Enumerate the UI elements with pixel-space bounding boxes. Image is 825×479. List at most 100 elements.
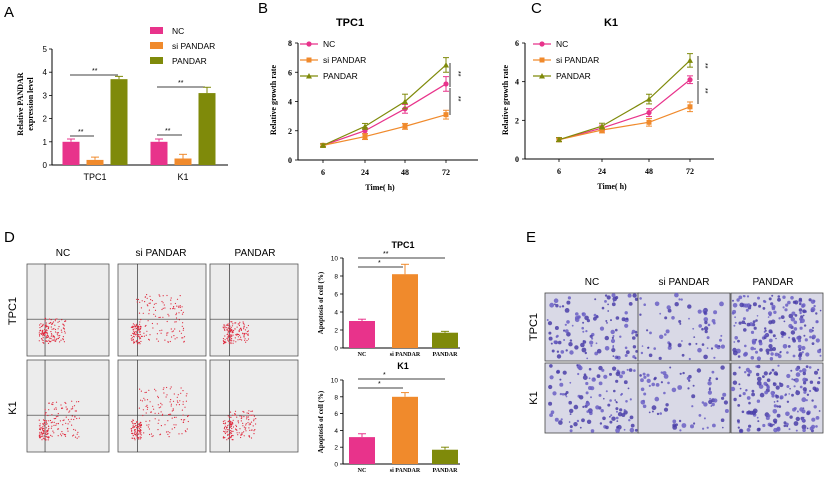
transwell-cell [660, 371, 663, 374]
flow-event-dot [176, 396, 178, 398]
flow-event-dot [48, 318, 51, 320]
transwell-cell [612, 335, 615, 337]
chart-b-ylabel: Relative growth rate [269, 65, 278, 136]
flow-event-dot [229, 335, 231, 337]
flow-event-dot [230, 416, 232, 418]
flow-event-dot [136, 334, 138, 336]
chart-b-point [443, 61, 449, 68]
transwell-cell [563, 329, 566, 332]
transwell-cell [598, 365, 603, 371]
flow-event-dot [158, 294, 160, 296]
chart-c-point [646, 96, 652, 102]
transwell-cell [801, 424, 807, 430]
panel-letter-e: E [526, 229, 536, 246]
flow-event-dot [186, 393, 188, 395]
flow-event-dot [232, 334, 234, 336]
flow-event-dot [134, 439, 136, 441]
flow-event-dot [235, 334, 237, 336]
transwell-cell [659, 334, 664, 339]
chart-d2-xtick-label: si PANDAR [390, 468, 421, 474]
chart-b-ytick-label: 6 [288, 68, 292, 77]
flow-event-dot [45, 324, 48, 326]
transwell-cell [710, 347, 714, 350]
flow-event-dot [64, 401, 66, 404]
flow-event-dot [38, 419, 40, 421]
flow-event-dot [156, 323, 158, 325]
transwell-cell [646, 378, 651, 383]
transwell-cell [615, 401, 617, 403]
chart-c-point [646, 110, 652, 116]
flow-event-dot [166, 394, 168, 396]
transwell-cell [811, 334, 817, 339]
flow-event-dot [139, 323, 141, 325]
transwell-cell [617, 412, 623, 417]
flow-event-dot [170, 328, 172, 330]
transwell-cell [775, 337, 777, 340]
flow-event-dot [242, 333, 244, 335]
transwell-cell [764, 300, 767, 303]
flow-event-dot [55, 423, 58, 425]
flow-event-dot [73, 418, 75, 421]
flow-event-dot [50, 340, 52, 343]
flow-event-dot [142, 414, 144, 417]
flow-event-dot [231, 421, 233, 423]
transwell-cell [781, 335, 784, 338]
flow-event-dot [150, 411, 152, 413]
flow-event-dot [243, 325, 245, 327]
flow-event-dot [227, 324, 229, 326]
flow-event-dot [240, 329, 242, 331]
transwell-cell [801, 304, 805, 308]
flow-event-dot [181, 313, 184, 315]
transwell-cell [567, 296, 572, 300]
transwell-cell [703, 402, 708, 407]
flow-event-dot [142, 409, 144, 411]
chart-a-sig-3: ** [178, 80, 184, 87]
flow-event-dot [164, 339, 166, 341]
flow-event-dot [231, 325, 234, 327]
transwell-cell [688, 357, 691, 361]
flow-event-dot [182, 390, 184, 392]
flow-event-dot [40, 436, 42, 438]
flow-event-dot [65, 416, 67, 418]
chart-d2-title: K1 [397, 361, 409, 371]
transwell-cell [596, 348, 602, 354]
transwell-cell [576, 364, 579, 367]
transwell-cell [791, 378, 794, 381]
transwell-cell [706, 336, 710, 340]
flow-event-dot [144, 399, 146, 401]
panel-letter-c: C [531, 0, 542, 17]
flow-event-dot [45, 435, 47, 438]
flow-event-dot [38, 425, 41, 427]
transwell-cell [561, 393, 565, 396]
flow-event-dot [157, 395, 159, 397]
flow-event-dot [131, 337, 133, 339]
transwell-cell [555, 304, 559, 308]
flow-event-dot [132, 424, 134, 426]
transwell-cell [776, 413, 781, 418]
flow-event-dot [47, 431, 49, 433]
transwell-cell [565, 349, 568, 352]
chart-d1-title: TPC1 [391, 240, 414, 250]
flow-event-dot [159, 330, 161, 332]
transwell-cell [720, 334, 723, 337]
flow-event-dot [229, 334, 231, 336]
flow-event-dot [69, 410, 71, 412]
flow-event-dot [132, 419, 134, 422]
flow-event-dot [239, 428, 241, 430]
transwell-cell [815, 320, 819, 324]
flow-event-dot [137, 327, 139, 329]
flow-event-dot [161, 414, 163, 416]
flow-event-dot [46, 436, 48, 438]
flow-event-dot [237, 323, 239, 325]
flow-event-dot [249, 414, 251, 416]
transwell-cell [569, 381, 572, 384]
legend-c-nc-marker [539, 41, 545, 47]
flow-event-dot [147, 406, 149, 408]
transwell-cell [568, 400, 572, 405]
transwell-cell [746, 295, 750, 298]
transwell-cell [605, 390, 608, 393]
flow-event-dot [228, 342, 230, 344]
flow-event-dot [248, 410, 250, 412]
transwell-cell [819, 348, 822, 351]
transwell-cell [757, 296, 760, 300]
